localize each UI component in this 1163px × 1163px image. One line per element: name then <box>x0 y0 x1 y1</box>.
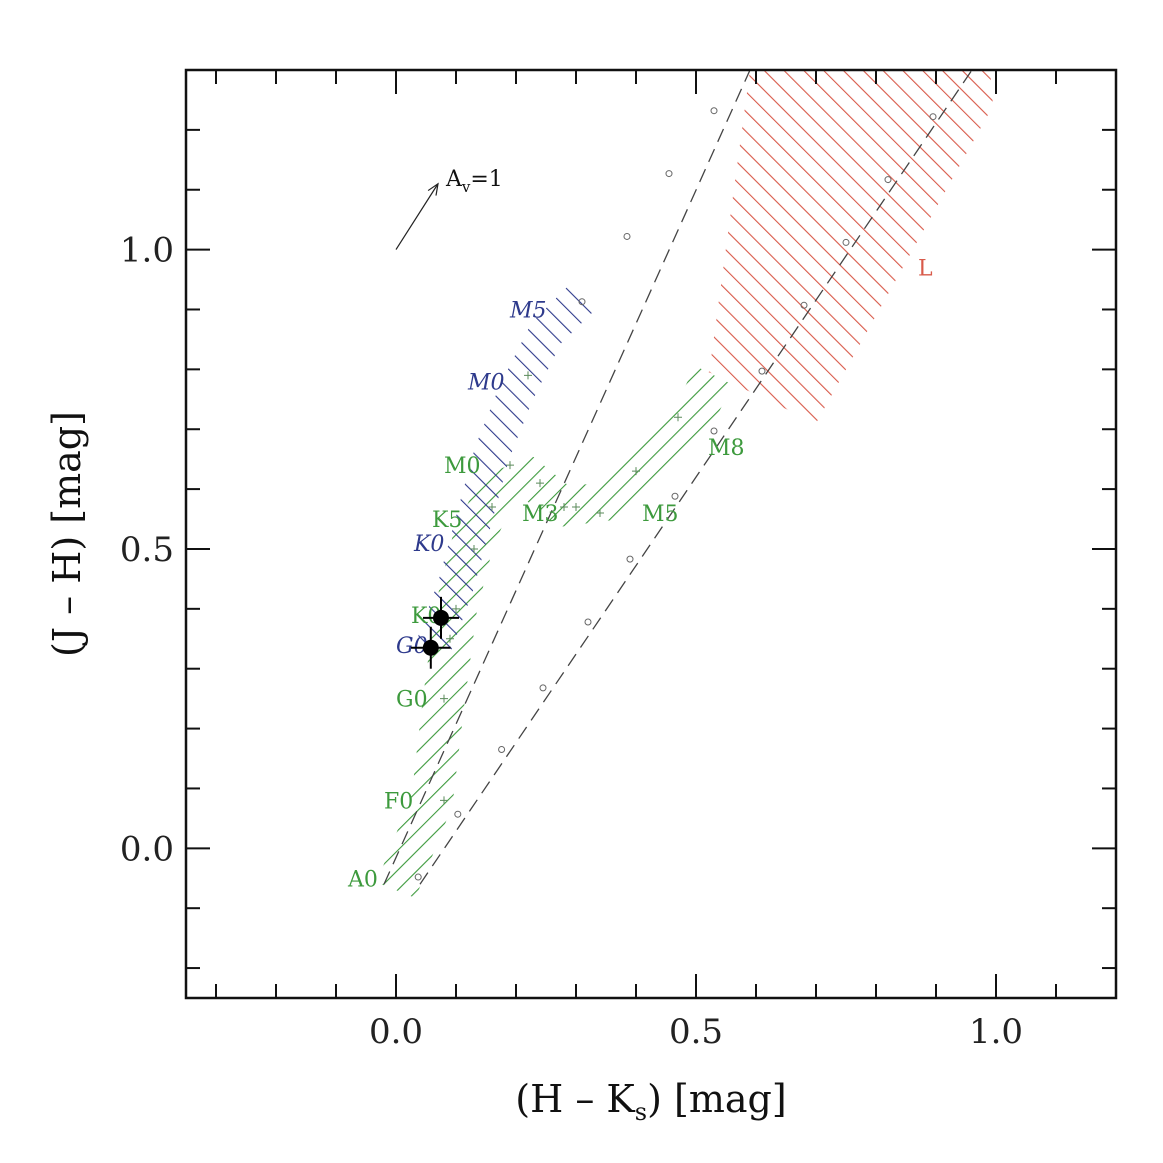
spectral-label: L <box>918 257 933 282</box>
sequence-marker <box>572 503 580 512</box>
reddening-line-marker <box>710 107 718 115</box>
x-tick-label: 1.0 <box>969 1012 1023 1052</box>
spectral-label: K5 <box>432 508 462 533</box>
reddening-line-lower <box>419 70 973 885</box>
observed-marker <box>422 639 439 656</box>
sequence-marker <box>440 796 448 805</box>
reddening-line-marker <box>623 232 631 240</box>
y-tick-label: 1.0 <box>120 231 174 271</box>
reddening-line-marker <box>584 618 592 626</box>
y-tick-label: 0.0 <box>120 829 174 869</box>
observed-point <box>411 626 451 669</box>
spectral-label: M5 <box>509 298 547 323</box>
observed-marker <box>433 609 449 626</box>
reddening-vector-label: Av=1 <box>445 167 503 196</box>
x-axis-label: (H – Ks) [mag] <box>515 1077 786 1126</box>
sequence-marker <box>536 479 544 488</box>
reddening-line-marker <box>578 298 586 306</box>
spectral-label: M3 <box>522 502 559 527</box>
reddening-line-upper <box>383 70 751 885</box>
sequence-marker <box>674 413 682 422</box>
plot-frame <box>184 68 1118 1000</box>
sequence-marker <box>470 544 478 553</box>
reddening-line-marker <box>929 113 937 121</box>
spectral-label: A0 <box>347 867 378 892</box>
sequence-marker <box>440 694 448 703</box>
reddening-line-marker <box>454 810 462 818</box>
reddening-line-marker <box>498 746 506 754</box>
reddening-vector <box>395 183 439 250</box>
sequence-marker <box>506 461 514 470</box>
spectral-label: M0 <box>467 370 505 395</box>
spectral-label: M0 <box>444 454 481 479</box>
reddening-line-marker <box>414 873 422 881</box>
observed-point <box>423 596 459 639</box>
sequence-marker <box>524 371 532 380</box>
reddening-line-marker <box>842 238 850 246</box>
spectral-label: G0 <box>396 634 428 659</box>
reddening-line-marker <box>626 555 634 563</box>
sequence-marker <box>488 503 496 512</box>
reddening-line-marker <box>710 427 718 435</box>
spectral-label: F0 <box>384 789 413 814</box>
y-tick-label: 0.5 <box>120 530 174 570</box>
reddening-line-marker <box>665 170 673 178</box>
reddening-line-marker <box>884 176 892 184</box>
sequence-marker <box>632 467 640 476</box>
sequence-marker <box>596 509 604 518</box>
reddening-line-marker <box>539 684 547 692</box>
region-brown-dwarf-L-region <box>678 70 993 424</box>
x-tick-label: 0.0 <box>369 1012 423 1052</box>
spectral-label: K0 <box>413 532 444 557</box>
spectral-label: M5 <box>642 502 679 527</box>
y-axis-label: (J – H) [mag] <box>45 411 89 657</box>
reddening-line-marker <box>800 301 808 309</box>
region-giant-sequence <box>415 284 595 657</box>
x-tick-label: 0.5 <box>669 1012 723 1052</box>
reddening-vector-head <box>427 182 439 196</box>
reddening-line-marker <box>671 492 679 500</box>
reddening-line-marker <box>758 367 766 375</box>
spectral-label: M8 <box>708 436 745 461</box>
sequence-marker <box>446 634 454 643</box>
sequence-marker <box>560 503 568 512</box>
sequence-marker <box>452 604 460 613</box>
spectral-label: G0 <box>396 688 428 713</box>
